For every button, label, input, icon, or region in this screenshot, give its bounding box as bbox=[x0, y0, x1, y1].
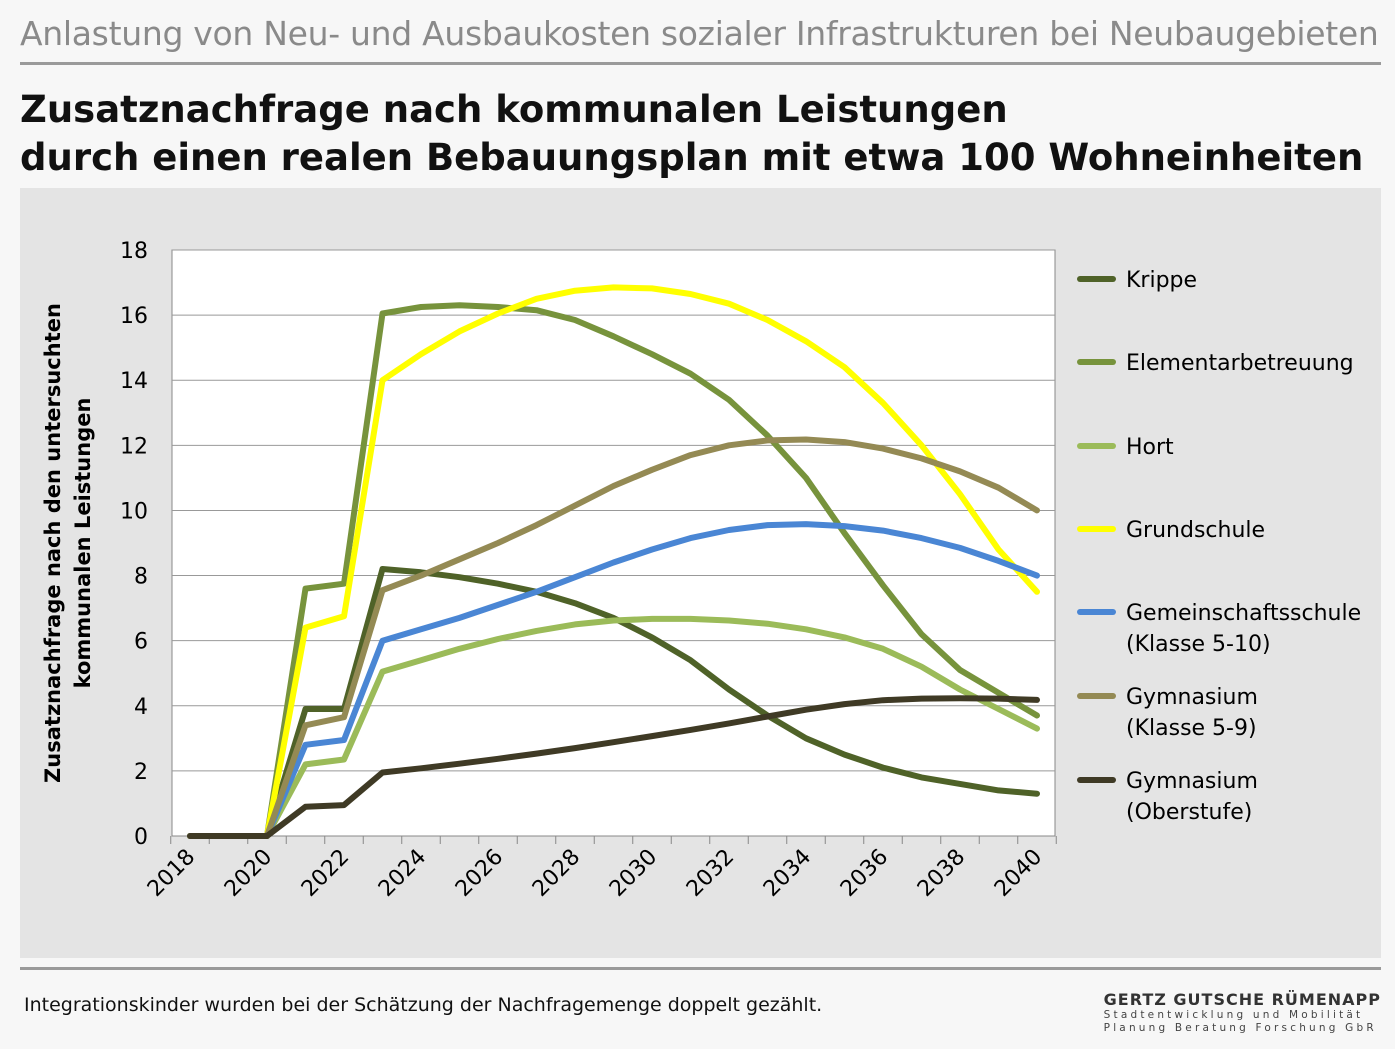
x-tick-label: 2034 bbox=[759, 845, 816, 902]
legend-label: Gymnasium bbox=[1126, 769, 1258, 794]
x-tick-label: 2032 bbox=[682, 845, 739, 902]
y-tick-label: 6 bbox=[134, 630, 148, 655]
y-tick-label: 18 bbox=[120, 239, 148, 264]
y-tick-label: 2 bbox=[134, 760, 148, 785]
title-line-2: durch einen realen Bebauungsplan mit etw… bbox=[20, 136, 1364, 179]
legend-label: (Klasse 5-10) bbox=[1126, 632, 1271, 657]
page-title: Zusatznachfrage nach kommunalen Leistung… bbox=[20, 86, 1363, 182]
series-line-7 bbox=[187, 695, 1040, 839]
legend-label: (Oberstufe) bbox=[1126, 800, 1252, 825]
series-line-2 bbox=[187, 302, 1040, 839]
y-tick-label: 4 bbox=[134, 695, 148, 720]
x-tick-label: 2020 bbox=[220, 845, 277, 902]
y-tick-label: 16 bbox=[120, 304, 148, 329]
legend-label: Gymnasium bbox=[1126, 685, 1258, 710]
x-tick-label: 2030 bbox=[605, 845, 662, 902]
legend-label: Hort bbox=[1126, 435, 1174, 460]
chart-panel: 0 2 4 6 8 10 12 14 16 18 2018 2020 2022 2024 2026 2028 2… bbox=[20, 188, 1381, 958]
title-line-1: Zusatznachfrage nach kommunalen Leistung… bbox=[20, 88, 1008, 131]
footnote: Integrationskinder wurden bei der Schätz… bbox=[24, 994, 823, 1016]
x-tick-label: 2022 bbox=[297, 845, 354, 902]
series-line-3 bbox=[187, 615, 1040, 839]
y-tick-label: 14 bbox=[120, 369, 148, 394]
legend-label: (Klasse 5-9) bbox=[1126, 716, 1257, 741]
y-tick-label: 10 bbox=[120, 499, 148, 524]
company-tagline-1: Stadtentwicklung und Mobilität bbox=[1103, 1009, 1364, 1021]
x-tick-label: 2040 bbox=[990, 845, 1047, 902]
company-name: GERTZ GUTSCHE RÜMENAPP bbox=[1103, 990, 1381, 1009]
series-line-5 bbox=[187, 521, 1040, 839]
series-line-4 bbox=[187, 284, 1040, 839]
header-divider bbox=[20, 62, 1381, 65]
x-tick-label: 2028 bbox=[528, 845, 585, 902]
company-tagline-2: Planung Beratung Forschung GbR bbox=[1103, 1022, 1377, 1034]
y-axis-label-line-2: kommunalen Leistungen bbox=[71, 398, 95, 689]
legend-label: Elementarbetreuung bbox=[1126, 351, 1354, 376]
legend-label: Gemeinschaftsschule bbox=[1126, 601, 1361, 626]
plot-area bbox=[171, 249, 1056, 837]
y-tick-label: 12 bbox=[120, 434, 148, 459]
legend-label: Krippe bbox=[1126, 268, 1197, 293]
x-tick-label: 2018 bbox=[143, 845, 200, 902]
y-tick-label: 0 bbox=[134, 825, 148, 850]
series-line-6 bbox=[187, 436, 1040, 839]
x-tick-label: 2026 bbox=[451, 845, 508, 902]
x-tick-label: 2038 bbox=[913, 845, 970, 902]
y-axis-label-line-1: Zusatznachfrage nach den untersuchten bbox=[41, 303, 65, 783]
x-tick-label: 2036 bbox=[836, 845, 893, 902]
legend-label: Grundschule bbox=[1126, 518, 1265, 543]
footer-divider bbox=[20, 967, 1381, 970]
topic-heading: Anlastung von Neu- und Ausbaukosten sozi… bbox=[20, 14, 1379, 53]
company-logo: GERTZ GUTSCHE RÜMENAPP Stadtentwicklung … bbox=[1104, 990, 1381, 1035]
y-tick-label: 8 bbox=[134, 565, 148, 590]
line-chart: 0 2 4 6 8 10 12 14 16 18 2018 2020 2022 2024 2026 2028 2… bbox=[41, 239, 1361, 902]
x-tick-label: 2024 bbox=[374, 845, 431, 902]
